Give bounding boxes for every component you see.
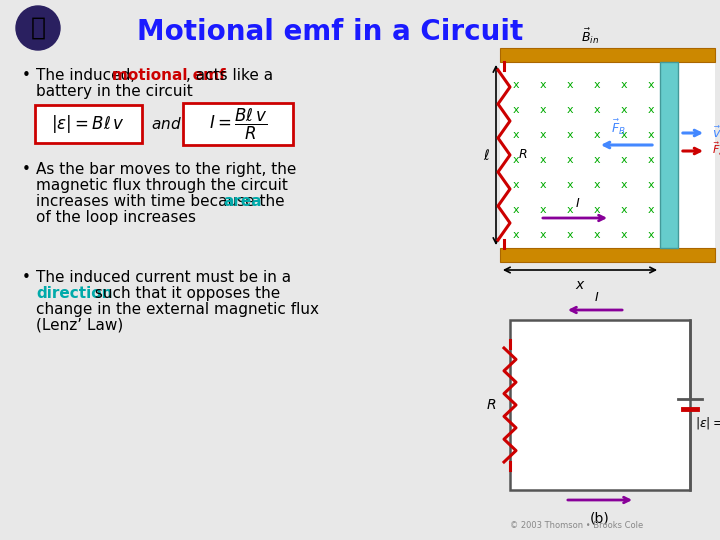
Text: x: x: [648, 230, 654, 240]
Text: $\vec{F}_{app}$: $\vec{F}_{app}$: [712, 141, 720, 161]
Text: •: •: [22, 68, 31, 83]
Bar: [660, 62, 678, 248]
Text: $|\varepsilon| = B\ell\,v$: $|\varepsilon| = B\ell\,v$: [51, 113, 125, 135]
Text: $R$: $R$: [486, 398, 496, 412]
Text: x: x: [567, 205, 573, 215]
Circle shape: [16, 6, 60, 50]
Text: x: x: [567, 155, 573, 165]
Text: x: x: [513, 105, 519, 115]
Bar: [500, 62, 715, 248]
Text: x: x: [621, 155, 627, 165]
Text: x: x: [621, 230, 627, 240]
Text: $\vec{F}_B$: $\vec{F}_B$: [611, 118, 626, 137]
Bar: [500, 248, 715, 262]
Text: x: x: [594, 180, 600, 190]
Text: $\vec{B}_{in}$: $\vec{B}_{in}$: [581, 26, 599, 46]
Text: 🦎: 🦎: [30, 16, 45, 40]
Text: change in the external magnetic flux: change in the external magnetic flux: [36, 302, 319, 317]
Text: , acts like a: , acts like a: [186, 68, 273, 83]
FancyBboxPatch shape: [35, 105, 142, 143]
Text: x: x: [648, 80, 654, 90]
Text: Motional emf in a Circuit: Motional emf in a Circuit: [137, 18, 523, 46]
Text: battery in the circuit: battery in the circuit: [36, 84, 193, 99]
Text: x: x: [540, 180, 546, 190]
Text: x: x: [540, 230, 546, 240]
Text: area: area: [223, 194, 261, 209]
Text: (Lenz’ Law): (Lenz’ Law): [36, 318, 123, 333]
Text: x: x: [513, 230, 519, 240]
Text: $R$: $R$: [518, 148, 528, 161]
Text: x: x: [594, 130, 600, 140]
FancyBboxPatch shape: [183, 103, 293, 145]
Text: x: x: [567, 80, 573, 90]
Text: such that it opposes the: such that it opposes the: [90, 286, 280, 301]
Text: x: x: [594, 155, 600, 165]
Text: x: x: [513, 180, 519, 190]
Text: x: x: [540, 205, 546, 215]
Text: x: x: [567, 230, 573, 240]
Text: © 2003 Thomson • Brooks Cole: © 2003 Thomson • Brooks Cole: [510, 521, 643, 530]
Text: $and$: $and$: [151, 116, 181, 132]
Text: (b): (b): [590, 512, 610, 526]
Text: x: x: [540, 130, 546, 140]
Text: x: x: [594, 205, 600, 215]
Text: The induced current must be in a: The induced current must be in a: [36, 270, 291, 285]
Text: x: x: [648, 205, 654, 215]
Text: x: x: [513, 205, 519, 215]
Text: $I$: $I$: [594, 291, 600, 304]
Text: x: x: [594, 105, 600, 115]
Text: As the bar moves to the right, the: As the bar moves to the right, the: [36, 162, 297, 177]
Text: x: x: [621, 80, 627, 90]
Text: x: x: [513, 130, 519, 140]
Text: x: x: [648, 105, 654, 115]
Text: direction: direction: [36, 286, 112, 301]
Text: x: x: [567, 105, 573, 115]
Text: x: x: [513, 155, 519, 165]
Text: x: x: [540, 80, 546, 90]
Text: x: x: [513, 80, 519, 90]
Text: $\ell$: $\ell$: [483, 147, 490, 163]
Text: $I = \dfrac{B\ell\,v}{R}$: $I = \dfrac{B\ell\,v}{R}$: [209, 106, 267, 141]
Bar: [510, 320, 690, 490]
Text: increases with time because the: increases with time because the: [36, 194, 289, 209]
Text: x: x: [648, 155, 654, 165]
Text: •: •: [22, 162, 31, 177]
Text: x: x: [594, 80, 600, 90]
Text: $|\varepsilon| = B\ell v$: $|\varepsilon| = B\ell v$: [695, 415, 720, 431]
Text: •: •: [22, 270, 31, 285]
Text: magnetic flux through the circuit: magnetic flux through the circuit: [36, 178, 288, 193]
Text: x: x: [648, 180, 654, 190]
Bar: [500, 48, 715, 62]
Text: x: x: [621, 180, 627, 190]
Text: x: x: [648, 130, 654, 140]
Text: The induced,: The induced,: [36, 68, 140, 83]
Text: x: x: [540, 155, 546, 165]
Text: x: x: [540, 105, 546, 115]
Text: $x$: $x$: [575, 278, 585, 292]
Text: x: x: [567, 130, 573, 140]
Text: of the loop increases: of the loop increases: [36, 210, 196, 225]
Text: $\vec{v}$: $\vec{v}$: [712, 125, 720, 140]
Text: x: x: [594, 230, 600, 240]
Text: x: x: [621, 130, 627, 140]
Text: x: x: [621, 205, 627, 215]
Text: $I$: $I$: [575, 197, 580, 210]
Text: motional emf: motional emf: [112, 68, 225, 83]
Text: x: x: [567, 180, 573, 190]
Text: x: x: [621, 105, 627, 115]
